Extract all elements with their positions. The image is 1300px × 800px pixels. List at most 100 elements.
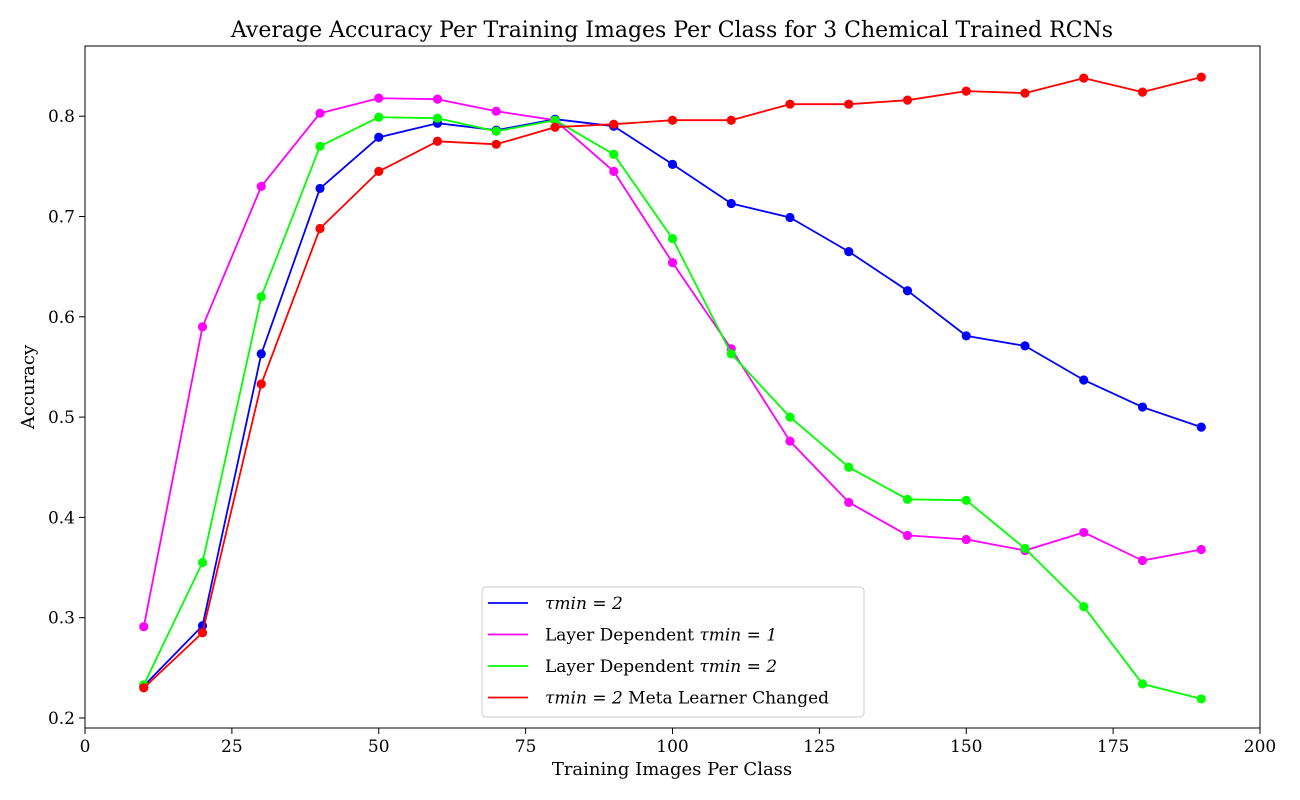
legend-label: τmin = 2 Meta Learner Changed (545, 689, 829, 709)
legend-entry: Layer Dependent τmin = 1 (488, 626, 777, 646)
data-point (902, 494, 913, 504)
data-point (256, 292, 266, 302)
x-tick-label: 175 (1097, 737, 1129, 757)
data-point (1196, 422, 1206, 432)
data-point (785, 436, 795, 446)
y-tick-label: 0.2 (48, 709, 75, 729)
data-point (256, 379, 266, 389)
x-axis-ticks: 0 25 50 75 100 125 150 175 200 (80, 728, 1276, 757)
legend-label-math: τmin = 2 (545, 594, 623, 614)
data-point (550, 115, 560, 125)
data-point (609, 119, 619, 129)
data-point (1196, 72, 1206, 82)
data-point (491, 139, 501, 149)
legend-label-suffix: Meta Learner Changed (623, 689, 829, 709)
x-axis-label: Training Images Per Class (552, 759, 792, 780)
legend-label-prefix: Layer Dependent (545, 657, 699, 677)
data-point (432, 94, 443, 104)
data-point (667, 159, 678, 169)
series-4 (139, 72, 1206, 693)
legend-entry: τmin = 2 Meta Learner Changed (488, 689, 829, 709)
legend-label-math: τmin = 2 (699, 657, 777, 677)
data-point (726, 115, 736, 125)
data-point (315, 141, 325, 151)
data-point (785, 212, 795, 223)
data-point (374, 166, 384, 176)
x-tick-label: 25 (221, 737, 243, 757)
data-point (961, 86, 971, 96)
data-point (1137, 679, 1148, 689)
data-point (374, 132, 384, 142)
y-tick-label: 0.8 (48, 107, 75, 127)
data-point (667, 258, 678, 268)
data-point (1137, 555, 1148, 566)
data-point (1079, 527, 1089, 538)
data-point (844, 99, 854, 109)
legend-box (481, 586, 865, 718)
series-layer (139, 72, 1206, 704)
data-point (315, 223, 325, 234)
data-point (1020, 88, 1030, 98)
data-point (197, 322, 208, 332)
data-point (1079, 602, 1089, 612)
data-point (1020, 543, 1030, 554)
legend-label-math: τmin = 1 (699, 626, 777, 646)
data-point (785, 412, 795, 422)
legend-label: Layer Dependent τmin = 2 (545, 657, 777, 677)
data-point (491, 106, 501, 116)
data-point (726, 349, 736, 359)
data-point (726, 198, 736, 209)
data-point (785, 99, 795, 109)
data-point (197, 628, 208, 638)
data-point (550, 122, 560, 132)
data-point (961, 495, 971, 505)
series-3 (139, 112, 1206, 704)
data-point (1196, 694, 1206, 704)
data-point (1196, 544, 1206, 555)
data-point (1137, 402, 1148, 412)
data-point (844, 247, 854, 257)
x-tick-label: 200 (1244, 737, 1276, 757)
x-tick-label: 125 (803, 737, 835, 757)
data-point (1079, 375, 1089, 385)
data-point (844, 497, 854, 507)
data-point (315, 108, 325, 118)
x-tick-label: 0 (80, 737, 91, 757)
data-point (961, 331, 971, 341)
data-point (374, 93, 384, 103)
data-point (139, 683, 149, 693)
data-point (374, 112, 384, 122)
data-point (491, 126, 501, 136)
data-point (256, 181, 266, 192)
data-point (844, 462, 854, 472)
legend-entry: Layer Dependent τmin = 2 (488, 657, 777, 677)
x-tick-label: 75 (515, 737, 537, 757)
x-tick-label: 100 (656, 737, 688, 757)
data-point (902, 286, 913, 296)
y-tick-label: 0.3 (48, 609, 75, 629)
data-point (609, 166, 619, 176)
data-point (961, 534, 971, 545)
y-tick-label: 0.6 (48, 308, 75, 328)
data-point (256, 349, 266, 359)
legend-entry: τmin = 2 (488, 594, 623, 614)
data-point (432, 136, 443, 146)
data-point (667, 115, 678, 125)
data-point (197, 557, 208, 568)
data-point (902, 530, 913, 541)
y-tick-label: 0.4 (48, 508, 75, 528)
data-point (1079, 73, 1089, 83)
data-point (609, 149, 619, 159)
data-point (432, 113, 443, 123)
x-tick-label: 50 (368, 737, 390, 757)
data-point (1020, 341, 1030, 351)
legend-label: τmin = 2 (545, 594, 623, 614)
data-point (1137, 87, 1148, 97)
legend-label-prefix: Layer Dependent (545, 626, 699, 646)
legend-label: Layer Dependent τmin = 1 (545, 626, 777, 646)
data-point (315, 183, 325, 194)
legend-label-math: τmin = 2 (545, 689, 623, 709)
data-point (667, 233, 678, 244)
